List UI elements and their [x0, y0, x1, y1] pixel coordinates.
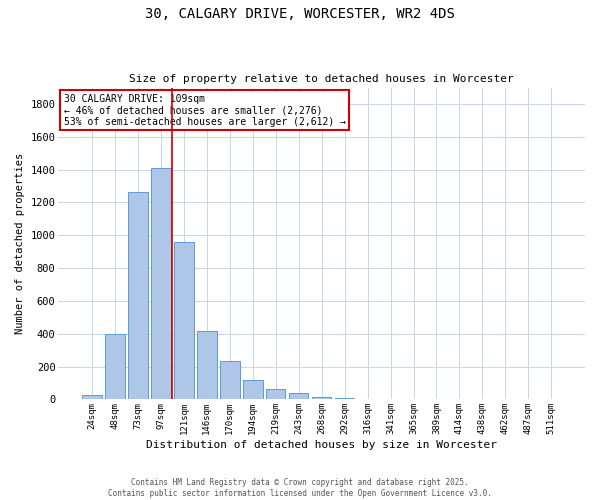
Bar	[358, 398, 377, 400]
Bar	[220, 361, 239, 400]
Bar	[289, 393, 308, 400]
Text: Contains HM Land Registry data © Crown copyright and database right 2025.
Contai: Contains HM Land Registry data © Crown c…	[108, 478, 492, 498]
Bar	[197, 332, 217, 400]
Text: 30 CALGARY DRIVE: 109sqm
← 46% of detached houses are smaller (2,276)
53% of sem: 30 CALGARY DRIVE: 109sqm ← 46% of detach…	[64, 94, 346, 127]
X-axis label: Distribution of detached houses by size in Worcester: Distribution of detached houses by size …	[146, 440, 497, 450]
Bar	[174, 242, 194, 400]
Bar	[266, 388, 286, 400]
Y-axis label: Number of detached properties: Number of detached properties	[15, 153, 25, 334]
Text: 30, CALGARY DRIVE, WORCESTER, WR2 4DS: 30, CALGARY DRIVE, WORCESTER, WR2 4DS	[145, 8, 455, 22]
Bar	[312, 397, 331, 400]
Bar	[243, 380, 263, 400]
Bar	[151, 168, 170, 400]
Title: Size of property relative to detached houses in Worcester: Size of property relative to detached ho…	[129, 74, 514, 84]
Bar	[335, 398, 355, 400]
Bar	[128, 192, 148, 400]
Bar	[105, 334, 125, 400]
Bar	[82, 396, 102, 400]
